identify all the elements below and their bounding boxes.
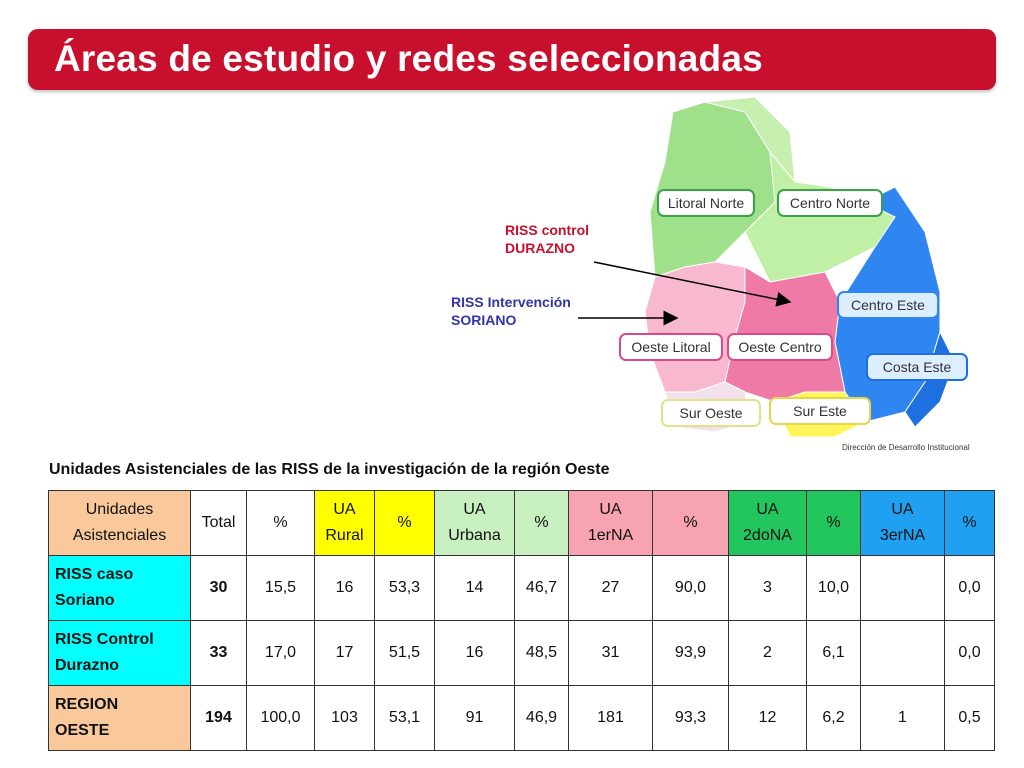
table-cell: 194 — [190, 685, 247, 751]
table-cell: 6,2 — [806, 685, 861, 751]
header-pct-1erna: % — [652, 490, 729, 556]
riss-table: Unidades Asistenciales Total % UA Rural % … — [48, 490, 995, 751]
table-cell: 91 — [434, 685, 515, 751]
table-cell: 90,0 — [652, 555, 729, 621]
table-cell: 53,3 — [374, 555, 435, 621]
svg-text:Sur Oeste: Sur Oeste — [679, 405, 742, 421]
table-row: RISS Control Durazno 33 17,0 17 51,5 16 4… — [48, 620, 995, 686]
table-cell: 103 — [314, 685, 375, 751]
header-pct-rural: % — [374, 490, 435, 556]
svg-text:Centro Norte: Centro Norte — [790, 195, 870, 211]
table-cell: 27 — [568, 555, 653, 621]
header-pct-3erna: % — [944, 490, 995, 556]
table-cell: 0,0 — [944, 555, 995, 621]
map-label-litoral-norte: Litoral Norte — [657, 189, 755, 217]
table-cell: 17 — [314, 620, 375, 686]
table-cell: 1 — [860, 685, 945, 751]
header-ua-1erna: UA 1erNA — [568, 490, 653, 556]
table-cell: 31 — [568, 620, 653, 686]
annotation-intervention-soriano: RISS Intervención SORIANO — [451, 293, 571, 329]
map-label-sur-oeste: Sur Oeste — [661, 399, 761, 427]
title-bar: Áreas de estudio y redes seleccionadas — [28, 29, 996, 90]
row-label-region-oeste: REGION OESTE — [48, 685, 191, 751]
table-cell: 10,0 — [806, 555, 861, 621]
svg-text:Sur Este: Sur Este — [793, 403, 847, 419]
table-cell: 17,0 — [246, 620, 315, 686]
header-total: Total — [190, 490, 247, 556]
map-label-oeste-centro: Oeste Centro — [727, 333, 833, 361]
header-ua-3erna: UA 3erNA — [860, 490, 945, 556]
table-cell: 3 — [728, 555, 807, 621]
svg-text:Litoral Norte: Litoral Norte — [668, 195, 744, 211]
table-cell: 2 — [728, 620, 807, 686]
header-pct-2dona: % — [806, 490, 861, 556]
table-cell: 46,9 — [514, 685, 569, 751]
annotation-intervention-line1: RISS Intervención — [451, 294, 571, 310]
svg-text:Oeste Litoral: Oeste Litoral — [631, 339, 710, 355]
table-header-row: Unidades Asistenciales Total % UA Rural % … — [48, 490, 995, 556]
table-cell: 33 — [190, 620, 247, 686]
table-cell: 14 — [434, 555, 515, 621]
table-cell: 16 — [314, 555, 375, 621]
svg-text:Centro Este: Centro Este — [851, 297, 925, 313]
table-cell: 48,5 — [514, 620, 569, 686]
annotation-control-line2: DURAZNO — [505, 240, 575, 256]
table-cell: 181 — [568, 685, 653, 751]
map-label-centro-norte: Centro Norte — [777, 189, 883, 217]
table-cell: 12 — [728, 685, 807, 751]
row-label-soriano: RISS caso Soriano — [48, 555, 191, 621]
table-cell: 100,0 — [246, 685, 315, 751]
header-pct-total: % — [246, 490, 315, 556]
row-label-durazno: RISS Control Durazno — [48, 620, 191, 686]
svg-text:Costa Este: Costa Este — [883, 359, 952, 375]
regions-map: Litoral Norte Centro Norte Centro Este O… — [595, 92, 1005, 457]
header-ua-urbana: UA Urbana — [434, 490, 515, 556]
annotation-control-line1: RISS control — [505, 222, 590, 238]
arrow-durazno — [593, 261, 792, 307]
table-cell: 93,9 — [652, 620, 729, 686]
annotation-intervention-line2: SORIANO — [451, 312, 517, 328]
annotation-control-durazno: RISS control DURAZNO — [505, 221, 589, 257]
header-unidades: Unidades Asistenciales — [48, 490, 191, 556]
header-pct-urbana: % — [514, 490, 569, 556]
table-cell: 16 — [434, 620, 515, 686]
table-cell — [860, 620, 945, 686]
table-cell: 0,5 — [944, 685, 995, 751]
table-row: RISS caso Soriano 30 15,5 16 53,3 14 46,7… — [48, 555, 995, 621]
table-cell: 15,5 — [246, 555, 315, 621]
table-caption: Unidades Asistenciales de las RISS de la… — [49, 461, 610, 478]
table-cell: 0,0 — [944, 620, 995, 686]
map-label-costa-este: Costa Este — [866, 353, 968, 381]
svg-text:Oeste Centro: Oeste Centro — [738, 339, 821, 355]
table-cell: 6,1 — [806, 620, 861, 686]
header-ua-rural: UA Rural — [314, 490, 375, 556]
page-title: Áreas de estudio y redes seleccionadas — [54, 38, 763, 79]
table-cell: 46,7 — [514, 555, 569, 621]
map-label-centro-este: Centro Este — [837, 291, 939, 319]
table-cell — [860, 555, 945, 621]
table-cell: 93,3 — [652, 685, 729, 751]
map-label-sur-este: Sur Este — [769, 397, 871, 425]
map-credit: Dirección de Desarrollo Institucional — [842, 443, 970, 452]
table-cell: 53,1 — [374, 685, 435, 751]
table-row: REGION OESTE 194 100,0 103 53,1 91 46,9 1… — [48, 685, 995, 751]
header-ua-2dona: UA 2doNA — [728, 490, 807, 556]
table-cell: 51,5 — [374, 620, 435, 686]
map-label-oeste-litoral: Oeste Litoral — [619, 333, 723, 361]
table-cell: 30 — [190, 555, 247, 621]
